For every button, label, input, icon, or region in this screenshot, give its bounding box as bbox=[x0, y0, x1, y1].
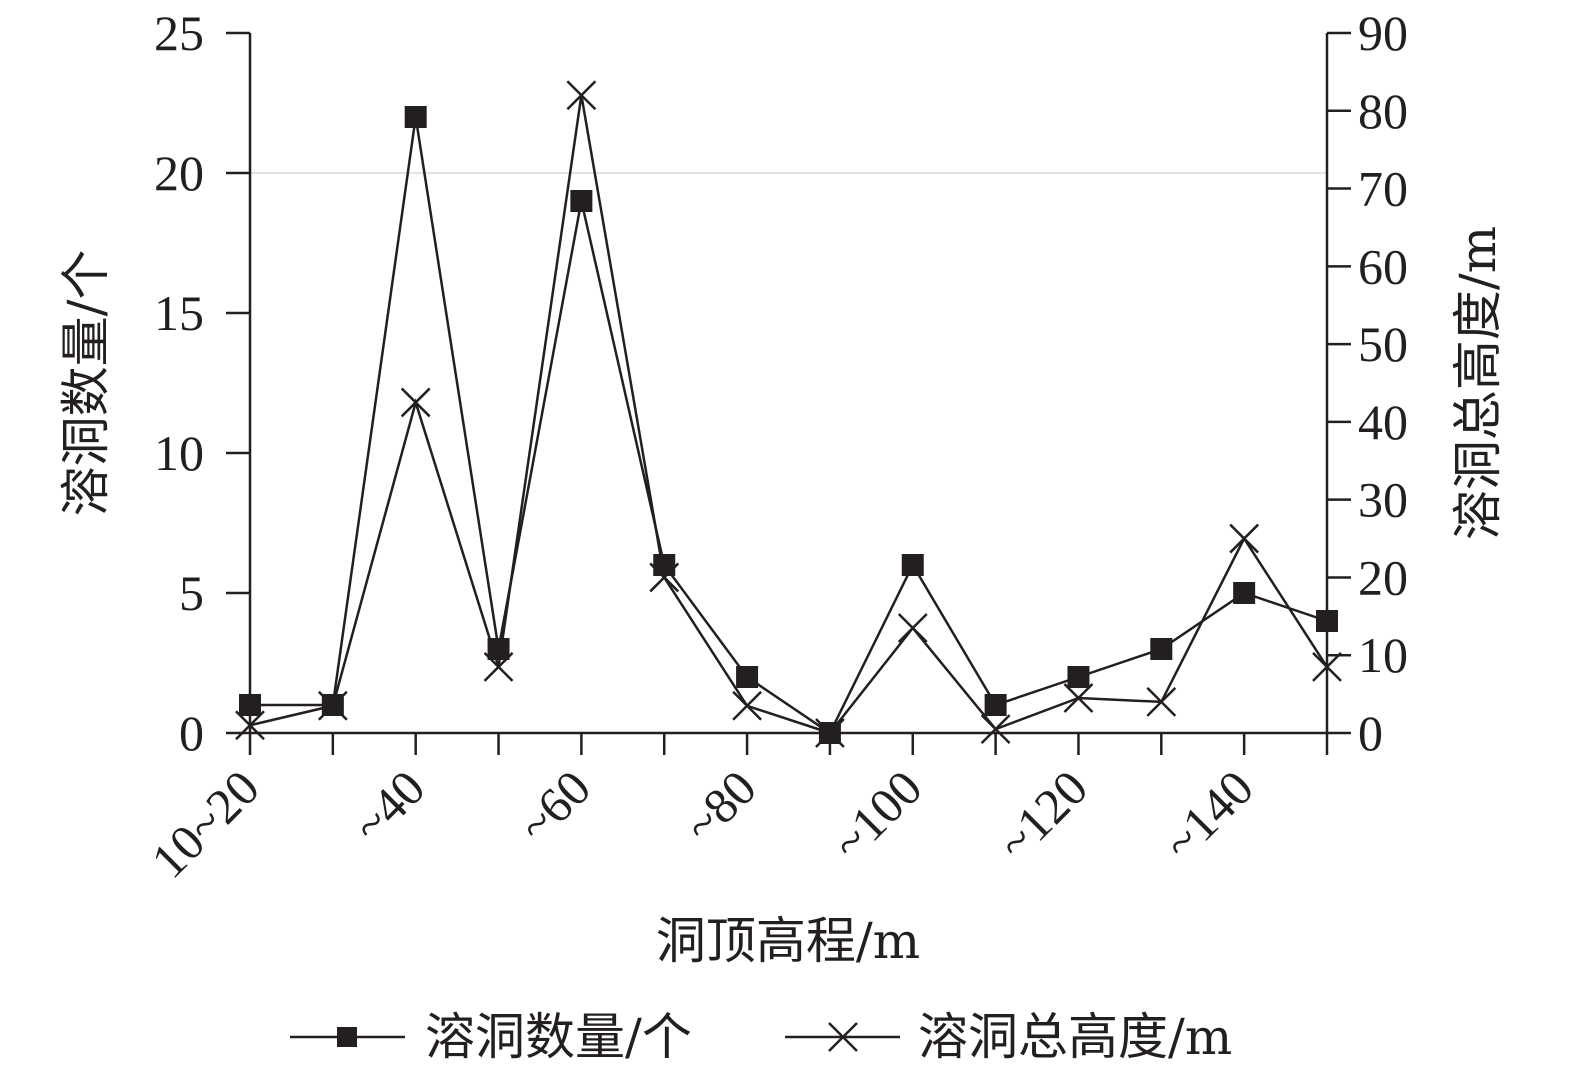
y-right-tick-label: 50 bbox=[1358, 316, 1408, 372]
legend-marker-square bbox=[337, 1027, 357, 1047]
height-point bbox=[1063, 683, 1094, 713]
x-tick-label: 10~20 bbox=[140, 759, 269, 888]
y-right-tick-label: 70 bbox=[1358, 161, 1408, 217]
count-point bbox=[1316, 610, 1338, 632]
x-axis-title: 洞顶高程/m bbox=[656, 912, 920, 970]
series-line-height bbox=[249, 95, 1329, 735]
y-right-axis-title: 溶洞总高度/m bbox=[1449, 226, 1507, 540]
height-point bbox=[732, 690, 762, 721]
height-point bbox=[483, 652, 514, 682]
y-left-tick-label: 5 bbox=[179, 565, 204, 621]
count-point bbox=[239, 694, 261, 716]
legend: 溶洞数量/个 溶洞总高度/m bbox=[290, 1008, 1232, 1066]
y-left-tick-label: 0 bbox=[179, 705, 204, 761]
height-point bbox=[815, 718, 845, 748]
x-tick-label: ~100 bbox=[821, 759, 933, 871]
height-point bbox=[235, 710, 265, 741]
axes-layer bbox=[226, 31, 1351, 755]
height-point bbox=[317, 690, 348, 721]
height-point bbox=[1312, 652, 1342, 682]
height-point bbox=[1229, 523, 1260, 554]
y-left-tick-label: 15 bbox=[154, 285, 204, 341]
x-tick-label: ~80 bbox=[673, 759, 767, 853]
count-point bbox=[1233, 582, 1256, 604]
x-tick-label: ~120 bbox=[986, 759, 1098, 871]
labels-layer: 0 5 10 15 20 25 0 10 20 30 40 50 60 70 80 90 10~20 ~40 ~60… bbox=[140, 5, 1408, 889]
y-left-tick-label: 10 bbox=[154, 425, 204, 481]
series-line-count bbox=[250, 116, 1328, 735]
count-point bbox=[901, 554, 924, 576]
height-point bbox=[980, 714, 1011, 744]
height-point bbox=[400, 387, 431, 418]
count-point bbox=[487, 638, 510, 660]
height-point bbox=[1146, 687, 1177, 717]
legend-marker-x bbox=[828, 1022, 858, 1052]
legend-label-count: 溶洞数量/个 bbox=[425, 1008, 692, 1066]
x-tick-label: ~140 bbox=[1152, 759, 1264, 871]
height-point bbox=[566, 80, 597, 111]
y-right-tick-label: 30 bbox=[1358, 472, 1408, 528]
count-point bbox=[736, 666, 759, 688]
y-right-tick-label: 10 bbox=[1358, 627, 1408, 683]
series-layer bbox=[235, 80, 1342, 748]
y-right-tick-label: 0 bbox=[1358, 705, 1383, 761]
count-point bbox=[1067, 666, 1090, 688]
height-point bbox=[649, 562, 680, 593]
y-right-tick-label: 40 bbox=[1358, 394, 1408, 450]
y-left-axis-title: 溶洞数量/个 bbox=[57, 250, 115, 517]
count-point bbox=[570, 190, 593, 212]
y-right-tick-label: 90 bbox=[1358, 5, 1408, 61]
x-tick-label: ~60 bbox=[507, 759, 601, 853]
count-point bbox=[984, 694, 1007, 716]
count-point bbox=[1150, 638, 1173, 660]
x-tick-label: ~40 bbox=[341, 759, 435, 853]
y-left-tick-label: 25 bbox=[154, 5, 204, 61]
height-point bbox=[897, 613, 928, 643]
y-left-tick-label: 20 bbox=[154, 145, 204, 201]
y-right-tick-label: 60 bbox=[1358, 238, 1408, 294]
y-right-tick-label: 20 bbox=[1358, 549, 1408, 605]
legend-label-height: 溶洞总高度/m bbox=[918, 1008, 1232, 1066]
y-right-tick-label: 80 bbox=[1358, 83, 1408, 139]
count-point bbox=[404, 106, 427, 128]
